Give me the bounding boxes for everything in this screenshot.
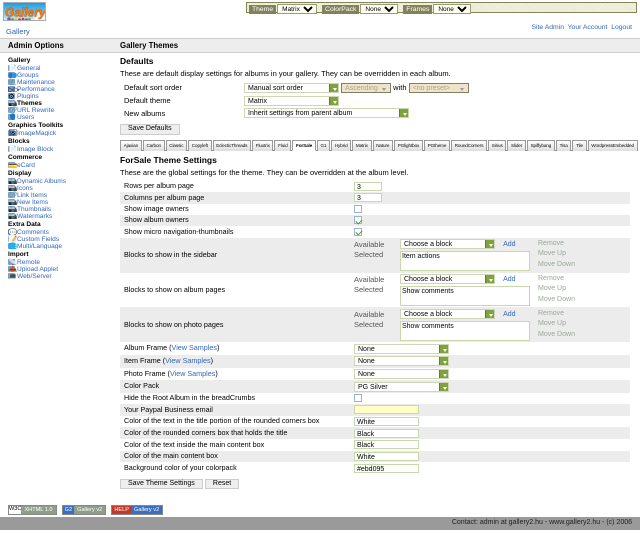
svg-text:Gallery: Gallery [5,6,46,20]
